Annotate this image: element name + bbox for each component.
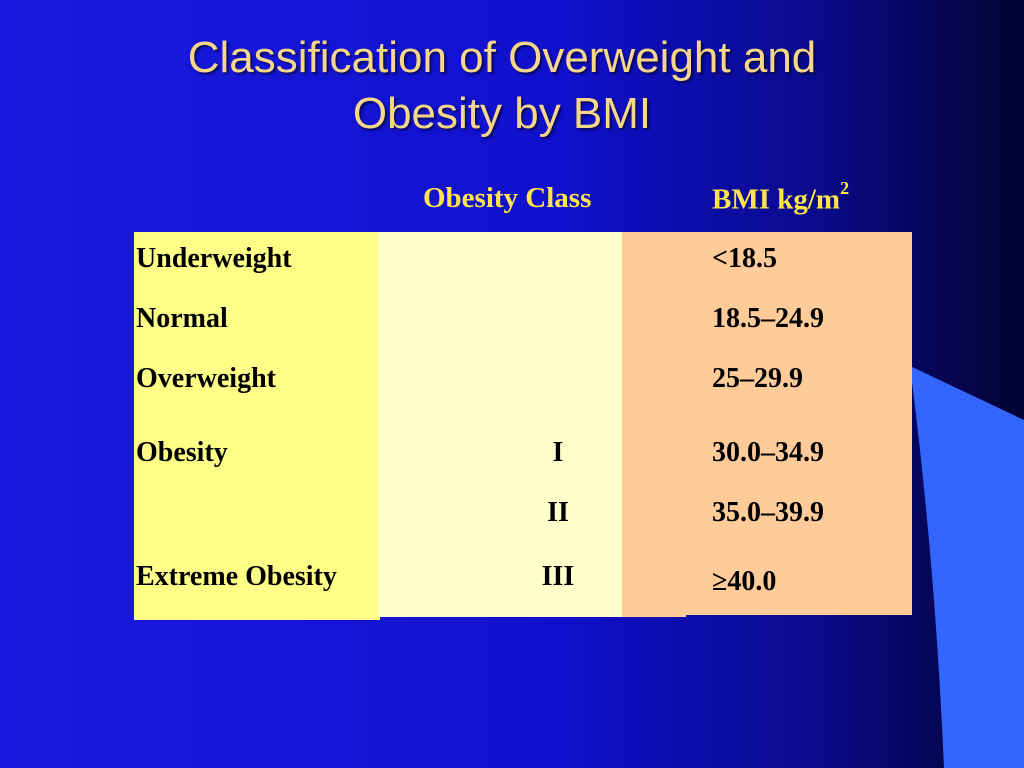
class-cell: I	[552, 437, 564, 468]
slide-title-line-2: Obesity by BMI	[352, 89, 652, 138]
bmi-column-background-left	[622, 232, 686, 617]
category-cell: Normal	[136, 303, 228, 334]
category-cell: Extreme Obesity	[136, 561, 337, 592]
decorative-wave-shape	[910, 366, 1024, 768]
bmi-header-base: BMI kg/m	[712, 183, 841, 216]
class-cell: III	[541, 561, 575, 592]
bmi-cell: ≥40.0	[712, 566, 777, 597]
bmi-cell: 30.0–34.9	[712, 437, 824, 468]
slide-title-line-1: Classification of Overweight and	[187, 33, 817, 82]
bmi-header: BMI kg/m2	[712, 178, 849, 217]
bmi-cell: 25–29.9	[712, 363, 803, 394]
bmi-cell: 35.0–39.9	[712, 497, 824, 528]
bmi-header-superscript: 2	[840, 178, 850, 198]
obesity-class-header: Obesity Class	[423, 182, 592, 214]
category-column-background	[134, 232, 380, 620]
class-column-background	[378, 232, 624, 617]
bmi-column-background	[686, 232, 912, 615]
category-cell: Underweight	[136, 243, 292, 274]
category-cell: Obesity	[136, 437, 228, 468]
category-cell: Overweight	[136, 363, 276, 394]
bmi-cell: <18.5	[712, 243, 777, 274]
slide-title: Classification of Overweight and Obesity…	[0, 30, 1004, 142]
class-cell: II	[547, 497, 569, 528]
bmi-cell: 18.5–24.9	[712, 303, 824, 334]
